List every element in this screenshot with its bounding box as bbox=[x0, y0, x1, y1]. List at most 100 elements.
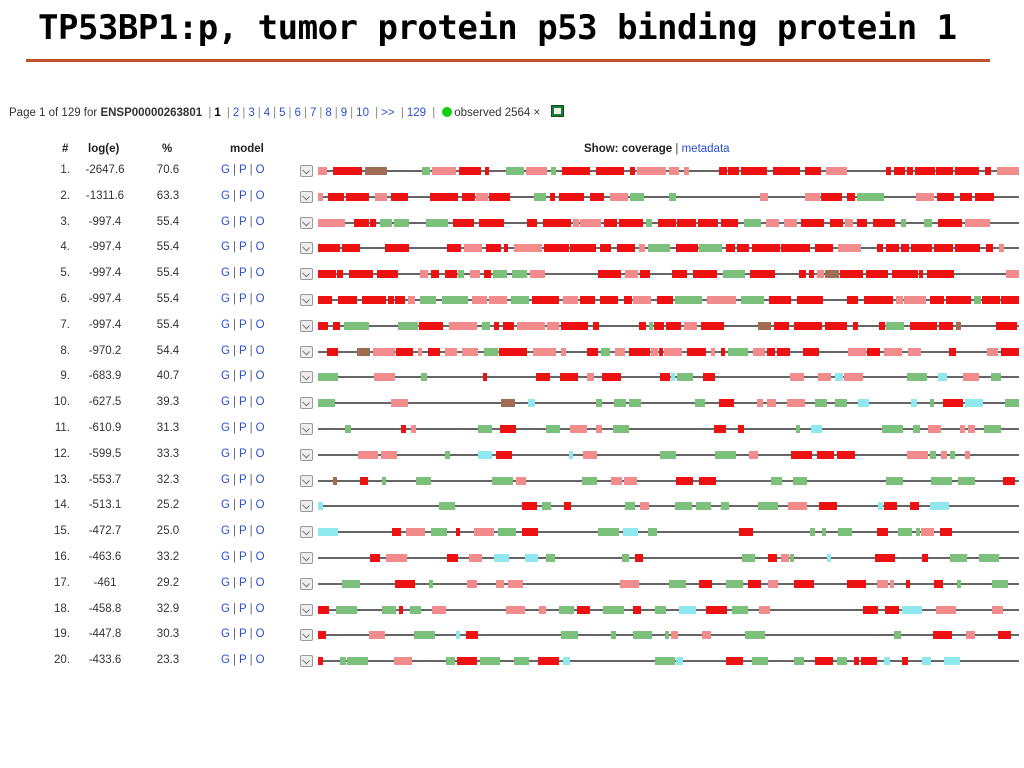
model-link-o[interactable]: O bbox=[255, 577, 265, 589]
expand-chevron-icon[interactable] bbox=[300, 346, 313, 358]
model-link-p[interactable]: P bbox=[238, 241, 247, 253]
expand-chevron-icon[interactable] bbox=[300, 500, 313, 512]
model-link-g[interactable]: G bbox=[221, 577, 230, 589]
expand-chevron-icon[interactable] bbox=[300, 655, 313, 667]
page-next-link[interactable]: >> bbox=[381, 107, 395, 119]
expand-chevron-icon[interactable] bbox=[300, 294, 313, 306]
model-link-o[interactable]: O bbox=[255, 241, 265, 253]
coverage-segment bbox=[922, 657, 931, 665]
model-link-g[interactable]: G bbox=[221, 654, 230, 666]
model-link-g[interactable]: G bbox=[221, 267, 230, 279]
model-link-o[interactable]: O bbox=[255, 164, 265, 176]
expand-chevron-icon[interactable] bbox=[300, 423, 313, 435]
metadata-link[interactable]: metadata bbox=[681, 143, 730, 155]
model-link-g[interactable]: G bbox=[221, 164, 230, 176]
spreadsheet-icon[interactable] bbox=[551, 105, 565, 117]
model-link-g[interactable]: G bbox=[221, 190, 230, 202]
model-link-o[interactable]: O bbox=[255, 190, 265, 202]
model-link-g[interactable]: G bbox=[221, 216, 230, 228]
expand-chevron-icon[interactable] bbox=[300, 217, 313, 229]
model-link-g[interactable]: G bbox=[221, 396, 230, 408]
model-link-g[interactable]: G bbox=[221, 525, 230, 537]
model-link-g[interactable]: G bbox=[221, 448, 230, 460]
coverage-segment bbox=[573, 219, 579, 227]
expand-chevron-icon[interactable] bbox=[300, 191, 313, 203]
model-link-o[interactable]: O bbox=[255, 474, 265, 486]
model-link-p[interactable]: P bbox=[238, 293, 247, 305]
expand-chevron-icon[interactable] bbox=[300, 629, 313, 641]
close-icon[interactable]: × bbox=[533, 107, 541, 119]
model-link-p[interactable]: P bbox=[238, 216, 247, 228]
page-link-10[interactable]: 10 bbox=[356, 107, 369, 119]
model-link-g[interactable]: G bbox=[221, 345, 230, 357]
model-link-p[interactable]: P bbox=[238, 603, 247, 615]
coverage-segment bbox=[902, 606, 922, 614]
expand-chevron-icon[interactable] bbox=[300, 242, 313, 254]
page-link-5[interactable]: 5 bbox=[279, 107, 286, 119]
model-link-o[interactable]: O bbox=[255, 422, 265, 434]
expand-chevron-icon[interactable] bbox=[300, 397, 313, 409]
model-link-p[interactable]: P bbox=[238, 525, 247, 537]
model-link-o[interactable]: O bbox=[255, 370, 265, 382]
model-link-o[interactable]: O bbox=[255, 603, 265, 615]
model-link-g[interactable]: G bbox=[221, 603, 230, 615]
model-link-g[interactable]: G bbox=[221, 474, 230, 486]
model-link-p[interactable]: P bbox=[238, 345, 247, 357]
page-link-8[interactable]: 8 bbox=[325, 107, 332, 119]
page-last-link[interactable]: 129 bbox=[406, 107, 426, 119]
model-link-p[interactable]: P bbox=[238, 448, 247, 460]
coverage-segment bbox=[799, 270, 806, 278]
model-link-o[interactable]: O bbox=[255, 551, 265, 563]
expand-chevron-icon[interactable] bbox=[300, 475, 313, 487]
model-link-p[interactable]: P bbox=[238, 499, 247, 511]
page-link-3[interactable]: 3 bbox=[248, 107, 255, 119]
model-link-o[interactable]: O bbox=[255, 628, 265, 640]
model-link-g[interactable]: G bbox=[221, 319, 230, 331]
model-link-p[interactable]: P bbox=[238, 396, 247, 408]
model-link-p[interactable]: P bbox=[238, 628, 247, 640]
page-link-6[interactable]: 6 bbox=[294, 107, 301, 119]
model-link-g[interactable]: G bbox=[221, 628, 230, 640]
expand-chevron-icon[interactable] bbox=[300, 268, 313, 280]
page-link-7[interactable]: 7 bbox=[309, 107, 317, 119]
model-link-o[interactable]: O bbox=[255, 525, 265, 537]
expand-chevron-icon[interactable] bbox=[300, 552, 313, 564]
model-link-g[interactable]: G bbox=[221, 241, 230, 253]
model-link-p[interactable]: P bbox=[238, 422, 247, 434]
expand-chevron-icon[interactable] bbox=[300, 165, 313, 177]
expand-chevron-icon[interactable] bbox=[300, 320, 313, 332]
expand-chevron-icon[interactable] bbox=[300, 578, 313, 590]
expand-chevron-icon[interactable] bbox=[300, 371, 313, 383]
model-link-o[interactable]: O bbox=[255, 216, 265, 228]
model-link-o[interactable]: O bbox=[255, 448, 265, 460]
page-link-9[interactable]: 9 bbox=[340, 107, 348, 119]
model-link-p[interactable]: P bbox=[238, 474, 247, 486]
model-link-g[interactable]: G bbox=[221, 293, 230, 305]
model-link-g[interactable]: G bbox=[221, 499, 230, 511]
row-model-links: G | P | O bbox=[221, 448, 265, 460]
model-link-g[interactable]: G bbox=[221, 551, 230, 563]
page-link-4[interactable]: 4 bbox=[263, 107, 271, 119]
model-link-o[interactable]: O bbox=[255, 396, 265, 408]
model-link-p[interactable]: P bbox=[238, 319, 247, 331]
model-link-o[interactable]: O bbox=[255, 267, 265, 279]
expand-chevron-icon[interactable] bbox=[300, 449, 313, 461]
model-link-p[interactable]: P bbox=[238, 551, 247, 563]
model-link-g[interactable]: G bbox=[221, 370, 230, 382]
page-link-2[interactable]: 2 bbox=[232, 107, 240, 119]
model-link-o[interactable]: O bbox=[255, 319, 265, 331]
expand-chevron-icon[interactable] bbox=[300, 526, 313, 538]
model-link-p[interactable]: P bbox=[238, 370, 247, 382]
model-link-p[interactable]: P bbox=[238, 654, 247, 666]
model-link-p[interactable]: P bbox=[238, 190, 247, 202]
expand-chevron-icon[interactable] bbox=[300, 604, 313, 616]
model-link-o[interactable]: O bbox=[255, 293, 265, 305]
model-link-o[interactable]: O bbox=[255, 654, 265, 666]
model-link-p[interactable]: P bbox=[238, 164, 247, 176]
model-link-g[interactable]: G bbox=[221, 422, 230, 434]
model-link-o[interactable]: O bbox=[255, 345, 265, 357]
model-link-p[interactable]: P bbox=[238, 577, 247, 589]
page-info-text: Page 1 of 129 for bbox=[9, 107, 98, 119]
model-link-p[interactable]: P bbox=[238, 267, 247, 279]
model-link-o[interactable]: O bbox=[255, 499, 265, 511]
